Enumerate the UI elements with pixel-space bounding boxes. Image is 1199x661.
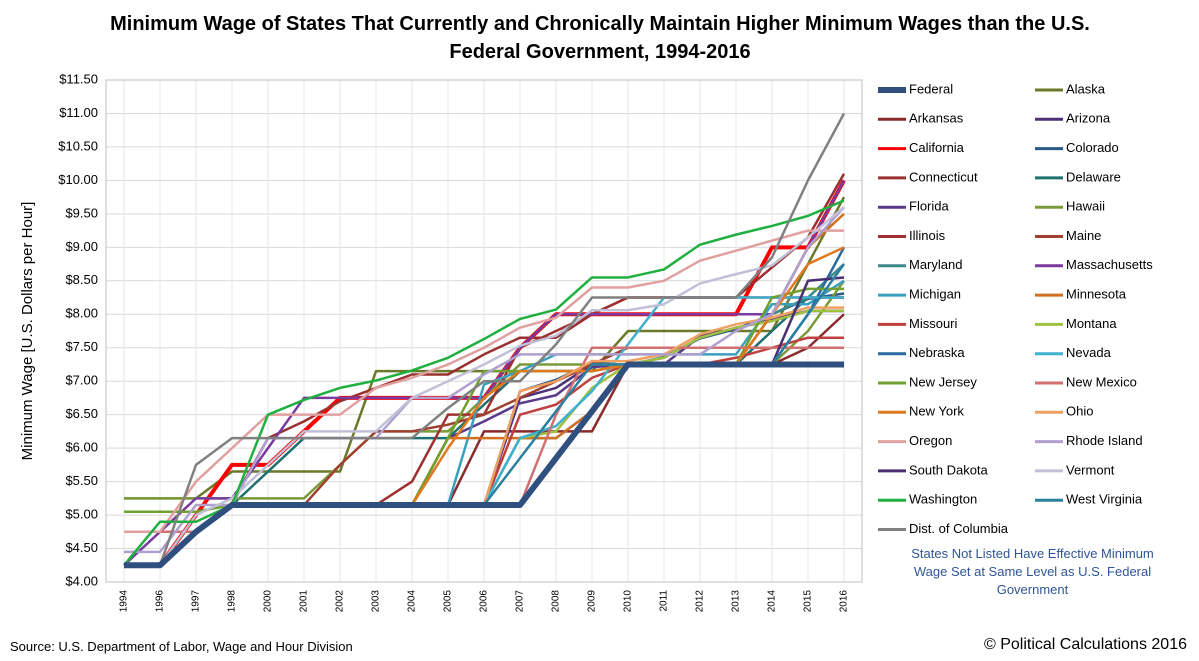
y-tick-label: $4.00 <box>65 573 98 588</box>
legend-label: Massachusetts <box>1066 257 1153 272</box>
y-tick-label: $5.50 <box>65 473 98 488</box>
series-line <box>123 199 845 567</box>
x-tick-label: 2008 <box>551 590 562 613</box>
legend-label: Colorado <box>1066 140 1119 155</box>
x-tick-label: 1997 <box>191 590 202 613</box>
x-tick-label: 2003 <box>371 590 382 613</box>
y-axis-label: Minimum Wage [U.S. Dollars per Hour] <box>19 202 36 461</box>
y-tick-label: $8.00 <box>65 306 98 321</box>
legend-label: Federal <box>909 81 953 96</box>
legend-label: Washington <box>909 492 977 507</box>
legend-label: Nevada <box>1066 345 1112 360</box>
x-tick-label: 2014 <box>767 590 778 613</box>
legend-label: Connecticut <box>909 169 978 184</box>
legend-label: Ohio <box>1066 404 1093 419</box>
legend-label: Minnesota <box>1066 287 1127 302</box>
x-tick-label: 1994 <box>119 590 130 613</box>
y-tick-label: $9.50 <box>65 205 98 220</box>
legend-label: Michigan <box>909 287 961 302</box>
legend-label: Alaska <box>1066 81 1106 96</box>
series-line <box>124 361 844 569</box>
y-tick-label: $7.00 <box>65 373 98 388</box>
y-tick-label: $7.50 <box>65 339 98 354</box>
legend-label: Oregon <box>909 433 952 448</box>
legend-label: Montana <box>1066 316 1117 331</box>
series-line <box>124 112 846 567</box>
x-tick-label: 2007 <box>515 590 526 613</box>
x-tick-label: 2006 <box>479 590 490 613</box>
y-tick-label: $6.00 <box>65 440 98 455</box>
y-tick-label: $5.00 <box>65 507 98 522</box>
legend-label: Maryland <box>909 257 962 272</box>
legend-label: New York <box>909 404 964 419</box>
legend-label: South Dakota <box>909 462 989 477</box>
y-tick-label: $10.50 <box>58 138 98 153</box>
legend-label: California <box>909 140 965 155</box>
x-tick-label: 1998 <box>227 590 238 613</box>
legend-label: Maine <box>1066 228 1101 243</box>
legend-label: Vermont <box>1066 462 1115 477</box>
x-tick-label: 2002 <box>335 590 346 613</box>
x-tick-label: 2015 <box>803 590 814 613</box>
y-tick-label: $4.50 <box>65 540 98 555</box>
legend-label: New Jersey <box>909 374 977 389</box>
x-tick-label: 2013 <box>731 590 742 613</box>
x-tick-label: 2001 <box>299 590 310 613</box>
series-line <box>124 206 845 567</box>
legend-label: West Virginia <box>1066 492 1143 507</box>
x-tick-label: 2005 <box>443 590 454 613</box>
x-tick-label: 2011 <box>659 590 670 612</box>
legend-label: Hawaii <box>1066 199 1105 214</box>
legend-label: New Mexico <box>1066 374 1137 389</box>
source: Source: U.S. Department of Labor, Wage a… <box>10 639 353 654</box>
legend-label: Arizona <box>1066 111 1111 126</box>
x-tick-label: 2000 <box>263 590 274 613</box>
series-line <box>124 206 845 554</box>
y-tick-label: $9.00 <box>65 239 98 254</box>
note: States Not Listed Have Effective Minimum… <box>911 546 1154 597</box>
legend-label: Arkansas <box>909 111 964 126</box>
x-tick-label: 2004 <box>407 590 418 613</box>
x-tick-label: 2016 <box>839 590 850 613</box>
x-tick-label: 2009 <box>587 590 598 613</box>
plot-frame <box>105 79 863 583</box>
y-tick-label: $10.00 <box>58 172 98 187</box>
legend-label: Nebraska <box>909 345 965 360</box>
y-tick-label: $6.50 <box>65 406 98 421</box>
legend-label: Dist. of Columbia <box>909 521 1009 536</box>
legend-label: Missouri <box>909 316 958 331</box>
legend-label: Illinois <box>909 228 946 243</box>
y-tick-label: $11.00 <box>59 105 98 120</box>
legend-label: Florida <box>909 199 950 214</box>
legend-label: Rhode Island <box>1066 433 1143 448</box>
x-tick-label: 2010 <box>623 590 634 613</box>
x-tick-label: 1996 <box>155 590 166 613</box>
copyright: © Political Calculations 2016 <box>983 636 1187 653</box>
y-tick-label: $8.50 <box>65 272 98 287</box>
y-tick-label: $11.50 <box>59 71 98 86</box>
x-tick-label: 2012 <box>695 590 706 613</box>
legend-label: Delaware <box>1066 169 1121 184</box>
chart-title: Minimum Wage of States That Currently an… <box>110 13 1090 63</box>
